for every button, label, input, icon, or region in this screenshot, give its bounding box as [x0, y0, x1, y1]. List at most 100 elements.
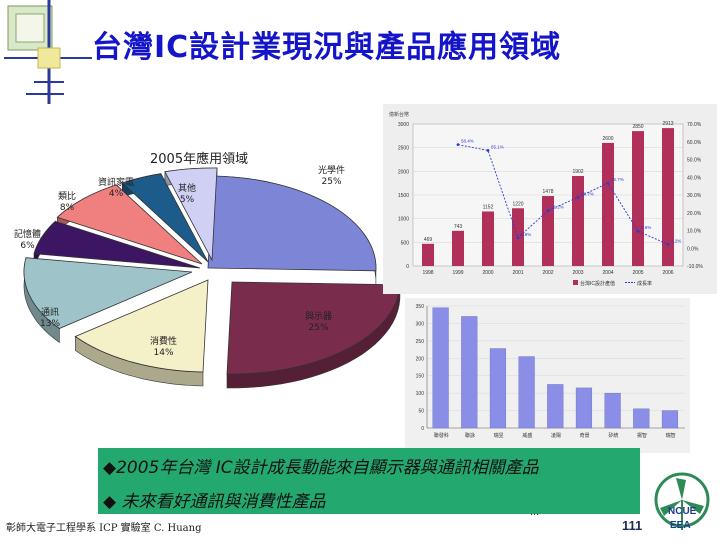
x-tick-label: 瑞昱 — [494, 432, 504, 439]
y2-tick-label: 0.0% — [687, 246, 699, 252]
bar-data-label: 469 — [424, 237, 433, 243]
bar-data-label: 2600 — [602, 136, 613, 142]
pie-label-percent: 13% — [40, 319, 61, 329]
y-tick-label: 350 — [416, 304, 425, 310]
pie-label-percent: 25% — [308, 323, 329, 333]
company-bar — [432, 307, 449, 429]
company-bar — [604, 392, 621, 429]
pie-label-percent: 6% — [20, 241, 35, 251]
growth-point — [546, 209, 550, 213]
revenue-bar — [662, 128, 674, 266]
y2-tick-label: 40.0% — [687, 175, 702, 181]
pie-label-name: 資訊家電 — [98, 178, 135, 188]
pie-label-percent: 25% — [321, 177, 342, 187]
bar-data-label: 1478 — [542, 189, 553, 195]
slide-title: 台灣IC設計業現況與產品應用領域 — [92, 30, 562, 65]
y-tick-label: 50 — [418, 409, 424, 415]
windmill-icon — [654, 472, 710, 530]
pie-slice-label: 資訊家電 4% — [98, 178, 134, 200]
ellipsis: ... — [530, 506, 540, 518]
x-tick-label: 2001 — [512, 270, 523, 276]
logo-text-line1: NCUE — [668, 506, 697, 517]
pie-label-name: 類比 — [58, 192, 77, 202]
y2-tick-label: 70.0% — [687, 122, 702, 128]
x-tick-label: 2003 — [572, 270, 583, 276]
revenue-bar — [452, 230, 464, 266]
revenue-bar — [422, 243, 434, 266]
callout-line-1: ◆2005年台灣 IC設計成長動能來自顯示器與通訊相關產品 — [103, 458, 539, 478]
legend-label-rate: 成長率 — [637, 280, 652, 287]
x-tick-label: 2005 — [632, 270, 643, 276]
growth-point — [516, 236, 520, 240]
growth-point — [636, 229, 640, 233]
growth-data-label: 21.2% — [551, 205, 564, 210]
x-tick-label: 矽統 — [608, 432, 618, 439]
x-tick-label: 凌陽 — [551, 432, 561, 439]
pie-slice-label: 與示器 25% — [305, 312, 332, 334]
x-tick-label: 威盛 — [522, 432, 532, 439]
pie-slice — [74, 279, 209, 373]
pie-label-name: 消費性 — [150, 337, 178, 347]
x-tick-label: 1998 — [422, 270, 433, 276]
bar-data-label: 2850 — [632, 124, 643, 130]
growth-point — [576, 195, 580, 199]
bar-data-label: 1220 — [512, 201, 523, 207]
callout-text: ◆2005年台灣 IC設計成長動能來自顯示器與通訊相關產品 ◆ 未來看好通訊與消… — [103, 457, 633, 513]
pie-slice — [226, 281, 401, 375]
pie-slice — [56, 184, 203, 265]
y2-tick-label: 20.0% — [687, 211, 702, 217]
y-tick-label: 0 — [421, 426, 424, 432]
y-tick-label: 500 — [401, 240, 410, 246]
revenue-chart: 億新台幣 0 500 1000 1500 2000 2500 3000 -10.0% 0.0% 10… — [383, 104, 717, 294]
growth-data-label: 36.7% — [611, 177, 624, 182]
y-tick-label: 200 — [416, 356, 425, 362]
legend-swatch-revenue — [573, 280, 578, 285]
company-bar — [633, 408, 650, 429]
bar-data-label: 743 — [454, 224, 463, 230]
y-tick-label: 3000 — [398, 122, 409, 128]
pie-chart-title: 2005年應用領域 — [150, 152, 249, 167]
y-axis-label: 億新台幣 — [389, 111, 409, 118]
bar-data-label: 1902 — [572, 169, 583, 175]
company-bar — [489, 348, 507, 429]
pie-label-name: 光學件 — [318, 166, 346, 176]
company-bar — [547, 384, 564, 429]
bar-data-label: 2913 — [662, 121, 673, 127]
y-tick-label: 2500 — [398, 146, 409, 152]
x-tick-label: 2002 — [542, 270, 553, 276]
x-tick-label: 揚智 — [637, 432, 647, 439]
growth-data-label: 9.6% — [641, 225, 651, 230]
growth-data-label: 58.4% — [461, 139, 474, 144]
page-number: 111 — [622, 518, 643, 533]
growth-point — [606, 181, 610, 185]
pie-label-percent: 14% — [153, 348, 174, 358]
growth-data-label: 55.1% — [491, 144, 504, 149]
y-tick-label: 1500 — [398, 193, 409, 199]
callout-line-2: ◆ 未來看好通訊與消費性產品 — [103, 492, 326, 512]
growth-data-label: 2.2% — [671, 238, 681, 243]
x-tick-label: 聯發科 — [434, 432, 449, 439]
pie-slice-label: 光學件 25% — [318, 166, 345, 188]
pie-slice — [121, 173, 209, 263]
pie-slice-label: 其他 5% — [178, 184, 196, 206]
x-tick-label: 奇景 — [580, 432, 590, 439]
growth-data-label: 28.7% — [581, 191, 594, 196]
y-tick-label: 2000 — [398, 169, 409, 175]
y-tick-label: 300 — [416, 321, 425, 327]
pie-slice-label: 消費性 14% — [150, 337, 177, 359]
growth-line — [457, 144, 669, 245]
pie-slice-label: 類比 8% — [58, 192, 76, 214]
footer-text: 彰師大電子工程學系 ICP 實驗室 C. Huang — [6, 523, 202, 534]
revenue-bar — [602, 142, 614, 266]
x-tick-label: 聯詠 — [465, 432, 475, 439]
company-bar — [661, 410, 679, 429]
y-tick-label: 150 — [416, 374, 425, 380]
pie-slice — [23, 257, 193, 329]
y2-tick-label: 60.0% — [687, 140, 702, 146]
revenue-bar — [632, 131, 644, 266]
x-tick-label: 2006 — [662, 270, 673, 276]
y-tick-label: 0 — [406, 264, 409, 270]
growth-point — [486, 149, 490, 152]
company-bar — [575, 387, 593, 429]
